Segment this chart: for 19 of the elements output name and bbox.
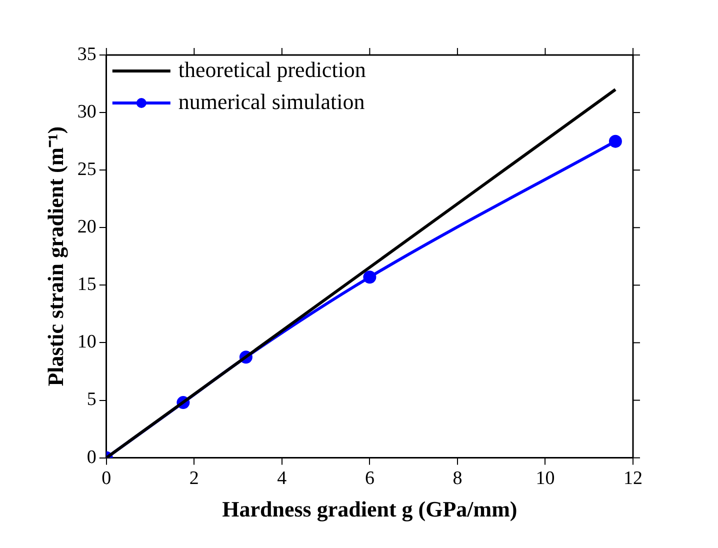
y-tick-label: 10 [77,332,96,353]
x-axis-title: Hardness gradient g (GPa/mm) [222,496,518,522]
x-tick-label: 2 [189,468,199,490]
y-tick-label: 5 [86,389,96,410]
x-tick-label: 10 [536,468,555,490]
y-tick-label: 0 [86,446,96,468]
legend-label: theoretical prediction [178,56,366,82]
y-tick-label: 20 [77,216,96,238]
y-tick-label: 25 [77,159,96,180]
y-tick-label: 15 [77,274,96,296]
x-tick-label: 6 [364,468,374,490]
y-tick-label: 30 [77,102,96,123]
y-tick-label: 35 [77,44,96,65]
x-tick-label: 4 [277,468,288,490]
y-axis-title: Plastic strain gradient (m⁻¹) [42,126,68,386]
x-tick-label: 0 [102,468,112,490]
x-tick-label: 12 [624,468,642,490]
legend-label: numerical simulation [178,88,365,114]
x-tick-label: 8 [452,468,462,490]
